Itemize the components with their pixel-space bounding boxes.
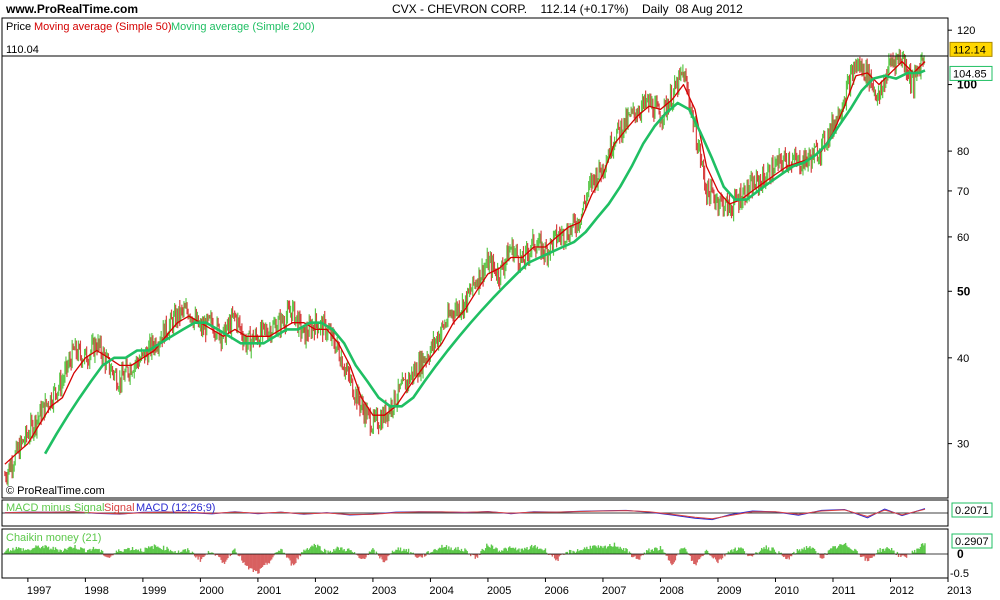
chaikin-y-axis: 0 -0.5 [950,547,969,580]
copyright: © ProRealTime.com [6,485,105,497]
y-tick-label: 60 [957,232,969,244]
ma200-line [43,69,926,455]
macd-value-tag-text: 0.2071 [955,505,989,517]
last-price-tag-text: 112.14 [953,44,986,56]
chaikin-y-tick-label: 0 [957,547,964,561]
x-axis: 1997 1998 1999 2000 2001 2002 2003 2004 2005 2006… [27,578,971,597]
chaikin-bars [4,542,926,574]
price-panel-frame [1,17,949,499]
x-tick-label: 2004 [429,585,453,597]
x-tick-label: 2007 [602,585,626,597]
x-tick-label: 1999 [142,585,166,597]
last-price-tag [949,41,993,57]
signal-line [4,508,926,520]
price-y-axis: 30 40 50 60 70 80 100 120 [948,25,977,451]
y-tick-label: 30 [957,439,969,451]
legend-macd: MACD (12;26;9) [136,502,215,514]
x-tick-label: 2003 [372,585,396,597]
legend-chaikin: Chaikin money (21) [6,532,101,544]
legend-signal: Signal [104,502,135,514]
x-tick-label: 2005 [487,585,511,597]
x-tick-label: 2006 [544,585,568,597]
x-tick-label: 2000 [199,585,223,597]
y-tick-label: 70 [957,186,969,198]
y-tick-label: 80 [957,146,969,158]
x-tick-label: 2002 [314,585,338,597]
ma200-tag [949,65,993,81]
legend-ma50: Moving average (Simple 50) [34,21,172,33]
y-tick-label: 50 [957,284,971,298]
price-lines [4,60,926,465]
legend-price: Price [6,21,31,33]
x-tick-label: 2013 [947,585,971,597]
y-tick-label: 100 [957,78,977,92]
x-tick-label: 2010 [774,585,798,597]
x-tick-label: 2011 [832,585,856,597]
y-tick-label: 120 [957,25,975,37]
x-tick-label: 1997 [27,585,51,597]
chart-header: CVX - CHEVRON CORP. 112.14 (+0.17%) Dail… [392,2,743,16]
x-tick-label: 2009 [717,585,741,597]
chaikin-value-tag-text: 0.2907 [955,536,989,548]
legend-macd-minus-signal: MACD minus Signal [6,502,104,514]
x-tick-label: 2008 [659,585,683,597]
macd-lines [4,508,926,521]
legend-ma200: Moving average (Simple 200) [171,21,315,33]
reference-line-label: 110.04 [6,44,39,56]
last-price: 112.14 (+0.17%) [540,2,629,16]
symbol-name: CVX - CHEVRON CORP. [392,2,528,16]
y-tick-label: 40 [957,353,969,365]
macd-value-tag [951,502,993,518]
period: Daily [642,2,669,16]
chart-date: 08 Aug 2012 [675,2,743,16]
chaikin-panel-frame [1,528,949,579]
x-tick-label: 2001 [257,585,281,597]
x-tick-label: 1998 [84,585,108,597]
ma200-tag-text: 104.85 [953,68,987,80]
site-name[interactable]: www.ProRealTime.com [6,2,139,16]
x-tick-label: 2012 [889,585,913,597]
chaikin-y-tick-label: -0.5 [950,568,969,580]
ma50-line [4,60,926,465]
chaikin-value-tag [951,533,993,549]
price-bars [4,48,925,486]
